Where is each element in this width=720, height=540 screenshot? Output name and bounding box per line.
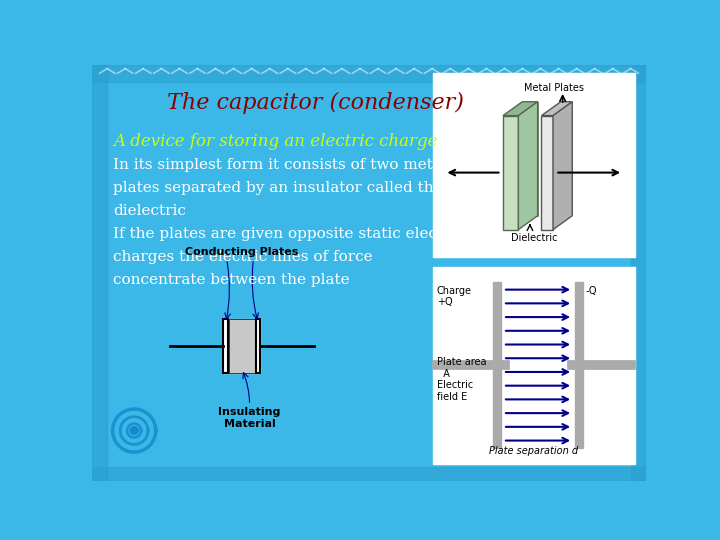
Polygon shape: [518, 102, 538, 230]
Text: If the plates are given opposite static electric: If the plates are given opposite static …: [113, 227, 464, 241]
Text: Metal Plates: Metal Plates: [524, 83, 584, 92]
Text: Conducting Plates: Conducting Plates: [185, 247, 299, 257]
Bar: [92, 65, 107, 481]
Bar: [92, 467, 647, 481]
Text: Charge
+Q: Charge +Q: [437, 286, 472, 307]
Bar: [223, 319, 228, 373]
Bar: [256, 319, 261, 373]
Text: concentrate between the plate: concentrate between the plate: [113, 273, 350, 287]
Bar: [229, 319, 255, 373]
Polygon shape: [541, 116, 553, 230]
Text: Electric
field E: Electric field E: [437, 381, 473, 402]
Bar: [433, 267, 634, 464]
Bar: [92, 65, 647, 82]
Bar: [493, 282, 500, 448]
Text: charges the electric lines of force: charges the electric lines of force: [113, 251, 373, 264]
Bar: [223, 319, 228, 373]
Text: Plate separation d: Plate separation d: [489, 446, 578, 456]
Polygon shape: [541, 102, 572, 116]
Text: -Q: -Q: [585, 286, 597, 296]
Polygon shape: [503, 116, 518, 230]
Text: In its simplest form it consists of two metal: In its simplest form it consists of two …: [113, 158, 447, 172]
Bar: [433, 73, 634, 256]
Polygon shape: [522, 102, 538, 215]
Polygon shape: [553, 102, 572, 230]
Polygon shape: [503, 102, 538, 116]
Text: Dielectric: Dielectric: [510, 233, 557, 242]
Bar: [256, 319, 261, 373]
Text: The capacitor (condenser): The capacitor (condenser): [166, 92, 464, 114]
Bar: [575, 282, 583, 448]
Bar: [229, 319, 255, 373]
Text: A device for storing an electric charge: A device for storing an electric charge: [113, 133, 438, 150]
Text: Insulating
Material: Insulating Material: [218, 408, 281, 429]
Bar: [631, 65, 647, 481]
Text: Plate area
  A: Plate area A: [437, 357, 486, 379]
Circle shape: [130, 427, 138, 434]
Text: plates separated by an insulator called the: plates separated by an insulator called …: [113, 181, 443, 195]
Text: dielectric: dielectric: [113, 204, 186, 218]
